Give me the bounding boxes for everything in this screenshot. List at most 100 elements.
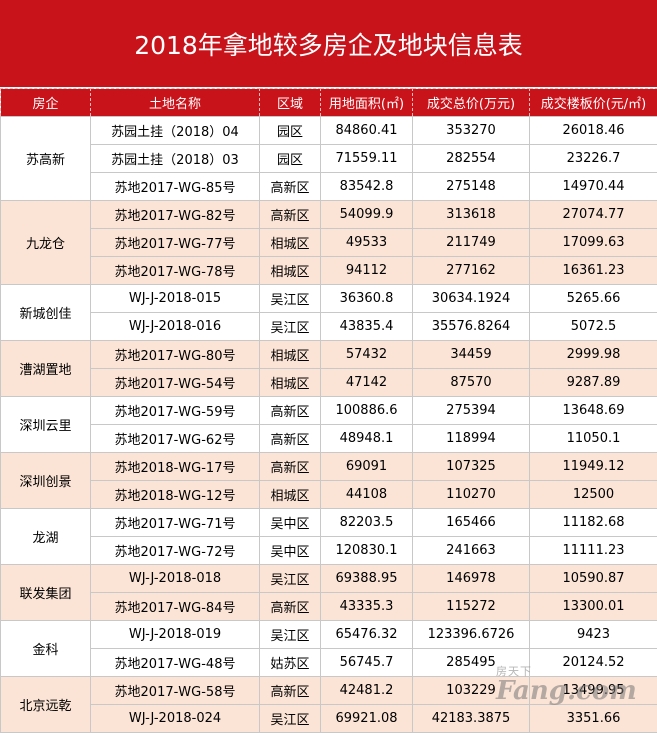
cell-total-price: 165466 (413, 509, 530, 537)
cell-land-name: WJ-J-2018-018 (91, 565, 260, 593)
page-title: 2018年拿地较多房企及地块信息表 (0, 0, 657, 88)
cell-land-name: WJ-J-2018-016 (91, 313, 260, 341)
cell-floor-price: 11949.12 (530, 453, 657, 481)
watermark: 房天下 Fang.com (496, 666, 576, 708)
cell-company: 苏高新 (1, 117, 91, 201)
table-header-row: 房企 土地名称 区域 用地面积(㎡) 成交总价(万元) 成交楼板价(元/㎡) (1, 89, 657, 117)
cell-land-area: 69091 (321, 453, 413, 481)
cell-district: 吴江区 (260, 313, 321, 341)
cell-floor-price: 17099.63 (530, 229, 657, 257)
cell-district: 相城区 (260, 369, 321, 397)
cell-district: 相城区 (260, 229, 321, 257)
cell-district: 高新区 (260, 453, 321, 481)
cell-land-area: 43835.4 (321, 313, 413, 341)
cell-total-price: 118994 (413, 425, 530, 453)
cell-total-price: 277162 (413, 257, 530, 285)
cell-land-area: 36360.8 (321, 285, 413, 313)
cell-land-name: 苏地2017-WG-85号 (91, 173, 260, 201)
cell-floor-price: 11182.68 (530, 509, 657, 537)
cell-district: 吴中区 (260, 509, 321, 537)
cell-district: 园区 (260, 117, 321, 145)
cell-floor-price: 16361.23 (530, 257, 657, 285)
cell-land-name: 苏地2017-WG-71号 (91, 509, 260, 537)
cell-total-price: 123396.6726 (413, 621, 530, 649)
cell-total-price: 34459 (413, 341, 530, 369)
cell-land-name: WJ-J-2018-024 (91, 705, 260, 733)
cell-land-name: 苏地2017-WG-72号 (91, 537, 260, 565)
cell-district: 吴江区 (260, 285, 321, 313)
cell-land-area: 54099.9 (321, 201, 413, 229)
cell-district: 高新区 (260, 425, 321, 453)
cell-land-area: 120830.1 (321, 537, 413, 565)
cell-floor-price: 14970.44 (530, 173, 657, 201)
cell-floor-price: 13648.69 (530, 397, 657, 425)
cell-land-name: 苏地2017-WG-77号 (91, 229, 260, 257)
cell-land-area: 69388.95 (321, 565, 413, 593)
cell-total-price: 282554 (413, 145, 530, 173)
header-total-price: 成交总价(万元) (413, 89, 530, 117)
cell-district: 高新区 (260, 397, 321, 425)
cell-floor-price: 12500 (530, 481, 657, 509)
cell-company: 龙湖 (1, 509, 91, 565)
cell-land-area: 47142 (321, 369, 413, 397)
cell-total-price: 313618 (413, 201, 530, 229)
cell-land-area: 57432 (321, 341, 413, 369)
cell-land-name: 苏地2017-WG-84号 (91, 593, 260, 621)
cell-district: 相城区 (260, 341, 321, 369)
cell-land-name: 苏园土挂（2018）04 (91, 117, 260, 145)
cell-total-price: 107325 (413, 453, 530, 481)
cell-land-area: 82203.5 (321, 509, 413, 537)
header-land-name: 土地名称 (91, 89, 260, 117)
cell-land-area: 69921.08 (321, 705, 413, 733)
cell-land-area: 49533 (321, 229, 413, 257)
land-info-table: 房企 土地名称 区域 用地面积(㎡) 成交总价(万元) 成交楼板价(元/㎡) 苏… (0, 88, 657, 733)
cell-company: 北京远乾 (1, 677, 91, 733)
cell-floor-price: 9423 (530, 621, 657, 649)
cell-land-area: 56745.7 (321, 649, 413, 677)
cell-floor-price: 13300.01 (530, 593, 657, 621)
cell-floor-price: 26018.46 (530, 117, 657, 145)
cell-total-price: 35576.8264 (413, 313, 530, 341)
cell-land-name: 苏地2018-WG-17号 (91, 453, 260, 481)
cell-total-price: 87570 (413, 369, 530, 397)
cell-land-name: 苏地2017-WG-82号 (91, 201, 260, 229)
cell-land-name: 苏地2017-WG-80号 (91, 341, 260, 369)
cell-company: 新城创佳 (1, 285, 91, 341)
cell-land-name: 苏园土挂（2018）03 (91, 145, 260, 173)
cell-total-price: 211749 (413, 229, 530, 257)
cell-land-name: 苏地2017-WG-48号 (91, 649, 260, 677)
cell-company: 金科 (1, 621, 91, 677)
cell-floor-price: 2999.98 (530, 341, 657, 369)
cell-floor-price: 3351.66 (530, 705, 657, 733)
cell-land-area: 48948.1 (321, 425, 413, 453)
cell-total-price: 115272 (413, 593, 530, 621)
cell-land-area: 44108 (321, 481, 413, 509)
cell-company: 深圳创景 (1, 453, 91, 509)
cell-district: 高新区 (260, 173, 321, 201)
cell-district: 吴江区 (260, 621, 321, 649)
cell-district: 吴江区 (260, 565, 321, 593)
cell-total-price: 275394 (413, 397, 530, 425)
cell-land-name: WJ-J-2018-015 (91, 285, 260, 313)
cell-floor-price: 5265.66 (530, 285, 657, 313)
cell-district: 园区 (260, 145, 321, 173)
cell-district: 高新区 (260, 677, 321, 705)
header-district: 区域 (260, 89, 321, 117)
cell-land-area: 71559.11 (321, 145, 413, 173)
cell-total-price: 241663 (413, 537, 530, 565)
cell-land-name: 苏地2018-WG-12号 (91, 481, 260, 509)
cell-land-name: 苏地2017-WG-54号 (91, 369, 260, 397)
